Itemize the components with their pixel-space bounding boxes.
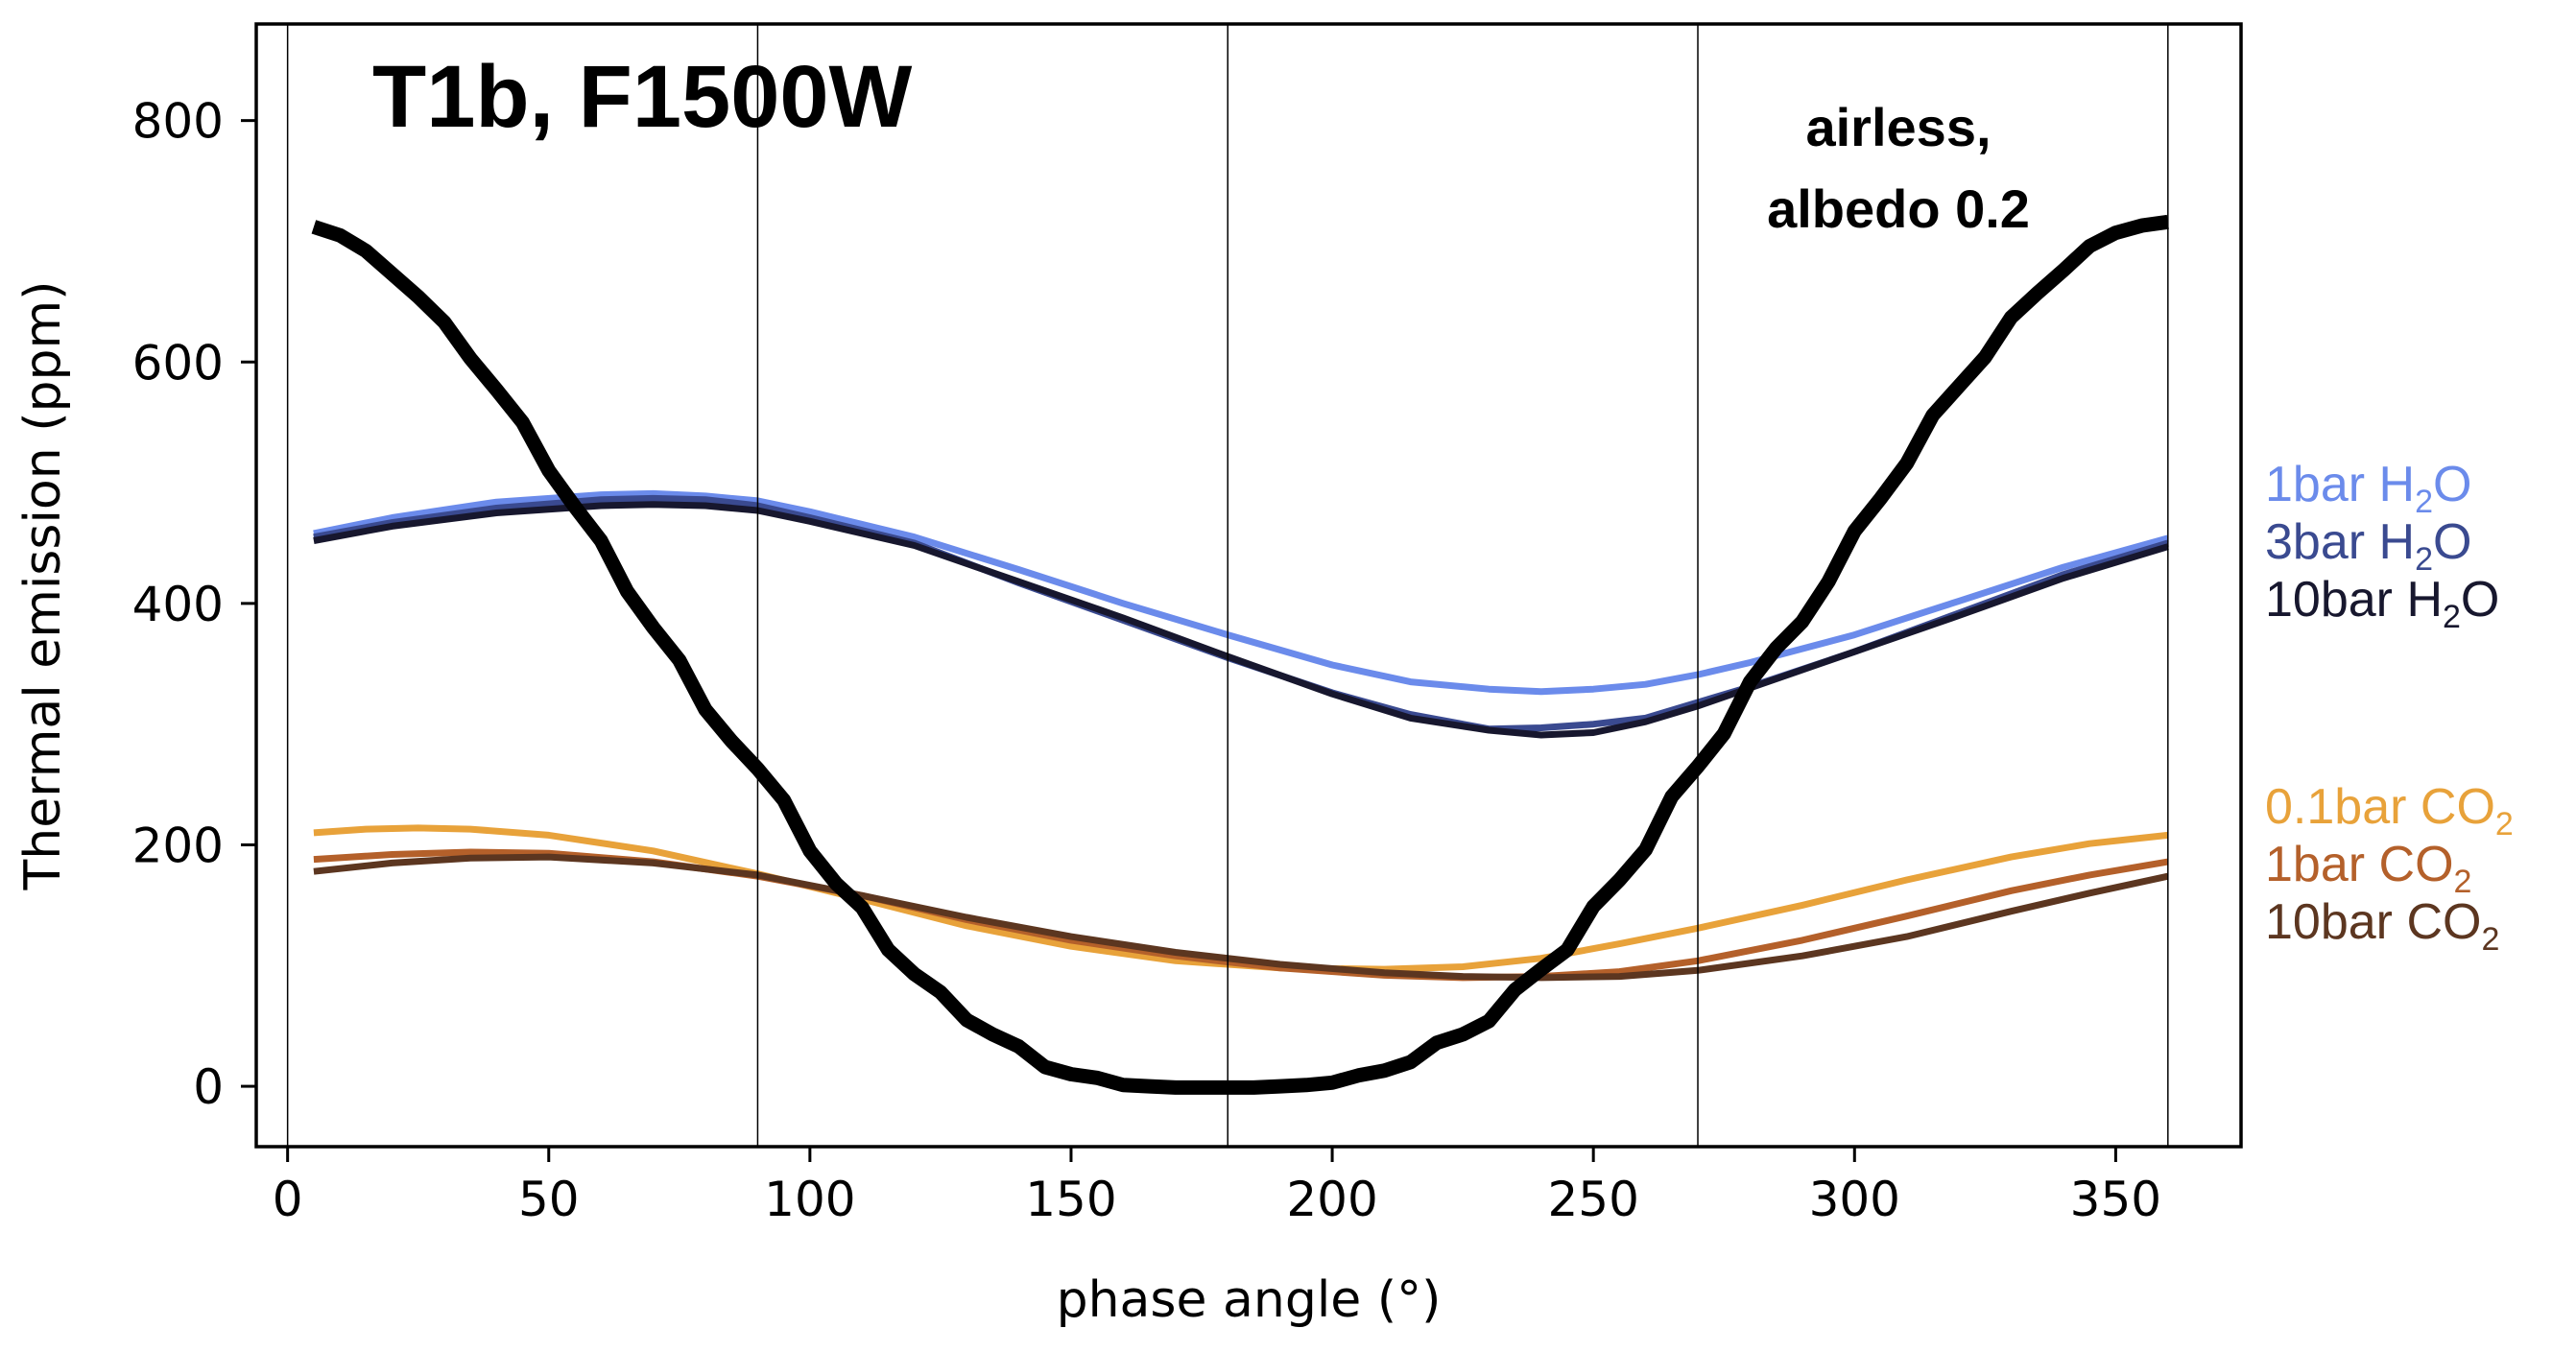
x-tick-label-200: 200	[1286, 1172, 1377, 1227]
x-tick-label-100: 100	[764, 1172, 855, 1227]
legend-entry-5: 10bar CO2	[2265, 894, 2499, 958]
y-tick-label-600: 600	[132, 335, 224, 391]
x-tick-label-350: 350	[2070, 1172, 2161, 1227]
plot-frame	[254, 22, 2243, 1149]
legend-entry-2: 10bar H2O	[2265, 572, 2499, 635]
airless-annotation-line-2: albedo 0.2	[1767, 178, 2030, 239]
x-tick-label-250: 250	[1547, 1172, 1638, 1227]
x-axis-title: phase angle (°)	[1057, 1271, 1442, 1329]
axis-ticks: 0 50 100 150 200 250 300 350 0 200 400 600 800	[132, 94, 2162, 1227]
series-line-0-1bar-co2	[313, 824, 2169, 973]
airless-annotation-line-1: airless,	[1805, 97, 1991, 157]
chart-title: T1b, F1500W	[372, 48, 913, 146]
series-line-10bar-co2	[313, 853, 2169, 982]
y-tick-label-400: 400	[132, 577, 224, 632]
x-tick-label-0: 0	[273, 1172, 303, 1227]
x-tick-label-50: 50	[518, 1172, 580, 1227]
y-tick-label-0: 0	[193, 1059, 224, 1115]
plot-lines	[311, 214, 2169, 1095]
x-tick-label-300: 300	[1809, 1172, 1900, 1227]
y-axis-title: Thermal emission (ppm)	[14, 281, 72, 891]
series-line-10bar-h2o	[313, 501, 2169, 739]
x-tick-label-150: 150	[1025, 1172, 1116, 1227]
reference-lines	[286, 24, 2169, 1147]
y-tick-label-800: 800	[132, 94, 224, 150]
series-line-airless-albedo-0-2	[311, 214, 2169, 1095]
legend-entry-3: 0.1bar CO2	[2265, 779, 2514, 842]
legend-entry-0: 1bar H2O	[2265, 457, 2471, 520]
y-tick-label-200: 200	[132, 818, 224, 873]
legend-entry-4: 1bar CO2	[2265, 837, 2471, 900]
legend-entry-1: 3bar H2O	[2265, 514, 2471, 578]
